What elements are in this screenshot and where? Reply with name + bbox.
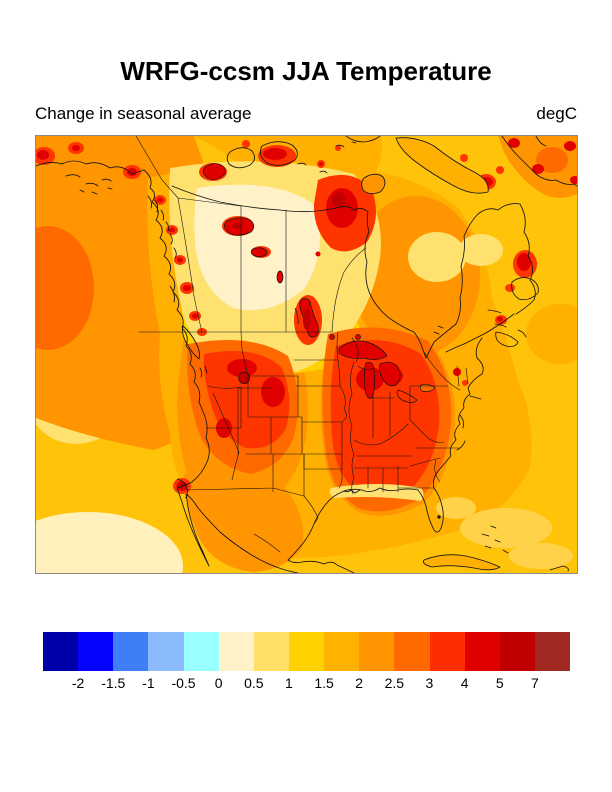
colorbar-labels: -2 -1.5 -1 -0.5 0 0.5 1 1.5 2 2.5 3 4 5 7	[43, 675, 570, 695]
colorbar-segment	[359, 632, 395, 671]
colorbar-tick-label: -2	[71, 675, 85, 691]
arctic-hudson-coastline	[171, 185, 536, 359]
great-bear-lake	[202, 163, 226, 180]
pacific-sw-cream-patch	[36, 512, 183, 573]
colorbar-tick-label: 2	[355, 675, 364, 691]
colorbar-tick-label: 7	[530, 675, 539, 691]
colorbar-tick-label: 0.5	[244, 675, 264, 691]
colorbar-segment	[43, 632, 79, 671]
banks-island	[226, 147, 255, 169]
colorbar-segment	[429, 632, 465, 671]
colorbar-segment	[148, 632, 184, 671]
colorbar-segment	[394, 632, 430, 671]
colorbar-tick-label: -0.5	[171, 675, 196, 691]
lake-athabasca	[250, 247, 268, 258]
colorbar-segment	[218, 632, 254, 671]
vancouver-island	[182, 325, 200, 360]
colorbar-tick-label: 3	[425, 675, 434, 691]
colorbar-tick-label: 0	[214, 675, 223, 691]
us-west-state-borders	[205, 331, 305, 497]
greenland-coastline	[501, 136, 577, 187]
colorbar-tick-label: 1	[285, 675, 293, 691]
colorbar-segment	[499, 632, 535, 671]
colorbar-segment	[253, 632, 289, 671]
cuba	[422, 554, 501, 571]
southampton-island	[361, 173, 386, 195]
figure-subhead: Change in seasonal average degC	[35, 104, 577, 124]
pacific-coastline	[36, 160, 299, 573]
map-borders-layer	[135, 136, 469, 553]
colorbar-tick-label: 5	[495, 675, 504, 691]
colorbar-segment	[464, 632, 500, 671]
colorbar-segment	[78, 632, 114, 671]
us-plains-state-borders	[293, 331, 347, 489]
mexico-state-border	[253, 533, 281, 553]
colorbar: -2 -1.5 -1 -0.5 0 0.5 1 1.5 2 2.5 3 4 5 7	[43, 632, 571, 695]
baffin-island	[395, 137, 489, 194]
colorbar-track	[43, 632, 571, 671]
map-coastline-layer	[36, 136, 577, 573]
atlantic-gulf-coastline	[287, 337, 484, 573]
lake-okeechobee	[437, 515, 441, 519]
map-frame	[35, 135, 578, 574]
figure-subtitle: Change in seasonal average	[35, 104, 252, 123]
us-mexico-border	[185, 487, 319, 525]
colorbar-tick-label: 1.5	[314, 675, 334, 691]
colorbar-tick-label: -1.5	[101, 675, 126, 691]
colorbar-segment	[288, 632, 325, 671]
colorbar-tick-label: 4	[460, 675, 469, 691]
canada-province-borders	[135, 136, 461, 391]
lake-erie	[396, 389, 418, 403]
colorbar-segment	[534, 632, 571, 671]
colorbar-tick-label: 2.5	[384, 675, 405, 691]
map-fill-layer	[36, 136, 577, 573]
temperature-map	[36, 136, 577, 573]
lake-superior	[338, 340, 388, 360]
colorbar-segment	[113, 632, 149, 671]
us-east-state-borders	[348, 337, 469, 495]
figure-units-label: degC	[536, 104, 577, 123]
nova-scotia	[495, 331, 519, 347]
lake-michigan	[363, 361, 376, 399]
lake-huron	[379, 361, 401, 387]
figure-title: WRFG-ccsm JJA Temperature	[120, 56, 492, 86]
colorbar-segment	[324, 632, 360, 671]
colorbar-segment	[183, 632, 219, 671]
newfoundland	[511, 277, 539, 301]
colorbar-tick-label: -1	[142, 675, 155, 691]
victoria-island	[259, 141, 298, 166]
